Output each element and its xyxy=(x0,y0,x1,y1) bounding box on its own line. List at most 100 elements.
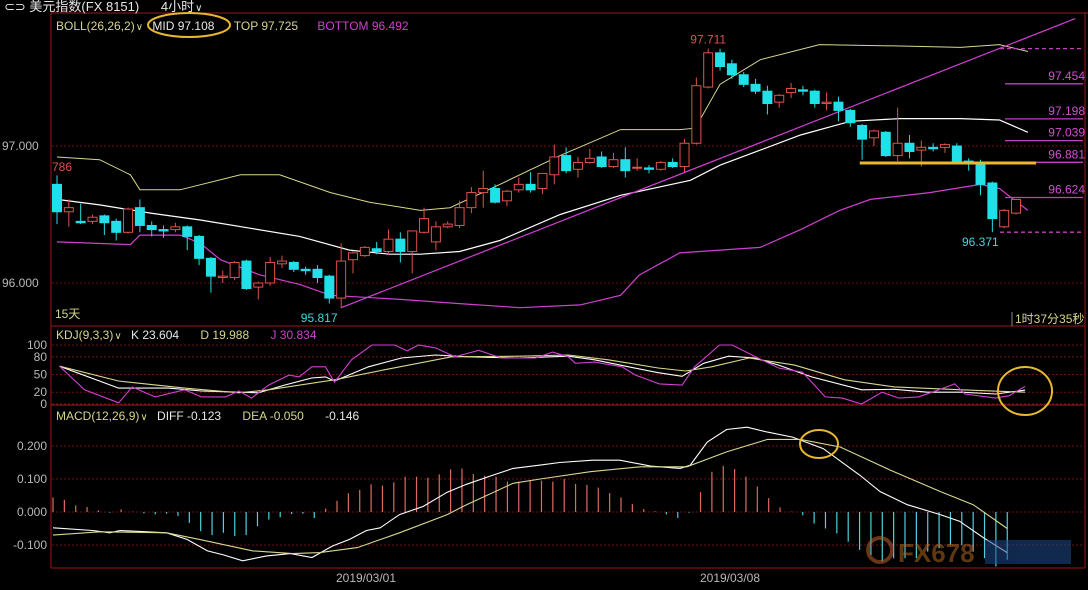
candle xyxy=(63,199,74,227)
kdj-axis-label: 0 xyxy=(40,397,47,411)
countdown-label: 1时37分35秒 xyxy=(1015,312,1085,326)
fib-level-label: 97.039 xyxy=(1048,126,1085,140)
candle-body xyxy=(170,226,181,231)
recent-low-label: 96.371 xyxy=(962,235,999,249)
candle xyxy=(52,175,62,225)
candle-body xyxy=(786,87,797,94)
candle xyxy=(466,187,477,214)
kdj-panel xyxy=(59,344,1026,405)
candle xyxy=(857,124,868,160)
candle-body xyxy=(395,238,406,252)
macd-name: MACD(12,26,9) xyxy=(56,409,140,423)
candle-body xyxy=(241,260,252,289)
candle xyxy=(596,151,607,168)
candle-body xyxy=(288,261,299,270)
candle-body xyxy=(608,159,619,168)
candle-body xyxy=(975,161,986,185)
candle-body xyxy=(454,207,465,226)
candle xyxy=(703,48,714,89)
macd-axis-label: 0.100 xyxy=(17,472,47,486)
kdj-j-value: J 30.834 xyxy=(270,328,317,342)
macd-dea-value: DEA -0.050 xyxy=(242,409,304,423)
candle-body xyxy=(348,252,358,261)
candle-body xyxy=(253,282,264,288)
chevron-down-icon: ∨ xyxy=(114,331,122,342)
candle-body xyxy=(336,260,347,299)
candle xyxy=(821,92,832,111)
watermark-badge xyxy=(985,540,1071,564)
candle xyxy=(726,59,737,79)
candle-body xyxy=(466,192,477,209)
candle xyxy=(75,203,86,225)
candle xyxy=(194,235,205,266)
candle xyxy=(549,144,560,185)
candle-body xyxy=(442,223,453,228)
candle xyxy=(774,93,785,108)
candle xyxy=(158,225,169,238)
price-axis-label: 97.000 xyxy=(2,139,39,153)
candle xyxy=(845,109,856,127)
candle-body xyxy=(655,161,666,170)
candle xyxy=(359,246,370,257)
candle-body xyxy=(324,275,335,299)
boll-top-value: TOP 97.725 xyxy=(233,19,299,33)
macd-legend[interactable]: MACD(12,26,9)∨ DIFF -0.123 DEA -0.050 -0… xyxy=(56,409,359,425)
candle xyxy=(1011,198,1022,215)
candle-body xyxy=(359,246,370,257)
candle xyxy=(561,147,572,174)
candle-body xyxy=(596,156,607,168)
candle-body xyxy=(383,238,394,252)
candle xyxy=(430,221,441,251)
candle xyxy=(655,161,666,171)
candle-body xyxy=(821,101,832,105)
arrows-icon[interactable]: ⊂⊃ xyxy=(4,0,26,14)
candle-body xyxy=(490,187,501,203)
candle xyxy=(123,207,134,234)
candle-body xyxy=(549,156,560,176)
candle xyxy=(87,214,98,225)
trend-line xyxy=(340,18,1076,309)
candle xyxy=(868,129,879,146)
candle-body xyxy=(892,142,903,157)
macd-panel xyxy=(52,426,1008,567)
kdj-legend[interactable]: KDJ(9,3,3)∨ K 23.604 D 19.988 J 30.834 xyxy=(56,328,317,344)
candle xyxy=(525,172,536,193)
kdj-axis-label: 20 xyxy=(34,385,48,399)
candle-body xyxy=(478,187,489,194)
candle-body xyxy=(904,142,915,152)
price-axis-label: 96.000 xyxy=(2,276,39,290)
candle xyxy=(182,225,193,251)
candle-body xyxy=(52,183,62,213)
candle-body xyxy=(726,63,737,76)
candle-body xyxy=(134,207,145,226)
candle xyxy=(537,172,548,194)
candle xyxy=(632,158,643,171)
candle xyxy=(253,281,264,300)
kdj-axis-label: 80 xyxy=(34,350,48,364)
candle xyxy=(265,256,276,286)
candle-body xyxy=(371,248,382,252)
candle xyxy=(975,159,986,196)
candle-body xyxy=(111,220,122,233)
candle xyxy=(348,251,358,274)
candle xyxy=(797,85,808,96)
boll-name: BOLL(26,26,2) xyxy=(56,19,135,33)
watermark-text: FX678 xyxy=(898,538,975,568)
chevron-down-icon: ∨ xyxy=(140,412,148,423)
candle xyxy=(383,229,394,255)
timeframe-selector[interactable]: 4小时∨ xyxy=(161,0,203,14)
candle-body xyxy=(205,257,216,277)
fib-level-label: 97.198 xyxy=(1048,104,1085,118)
range-label: 15天 xyxy=(55,307,81,321)
candle xyxy=(999,209,1010,229)
boll-legend[interactable]: BOLL(26,26,2)∨ MID 97.108 TOP 97.725 BOT… xyxy=(56,19,409,35)
candle xyxy=(241,259,252,290)
candle xyxy=(928,143,939,152)
candle-body xyxy=(928,146,939,150)
candle-body xyxy=(182,226,193,237)
kdj-name: KDJ(9,3,3) xyxy=(56,328,114,342)
candle xyxy=(407,230,418,274)
kdj-k-value: K 23.604 xyxy=(131,328,180,342)
candle-body xyxy=(845,109,856,124)
